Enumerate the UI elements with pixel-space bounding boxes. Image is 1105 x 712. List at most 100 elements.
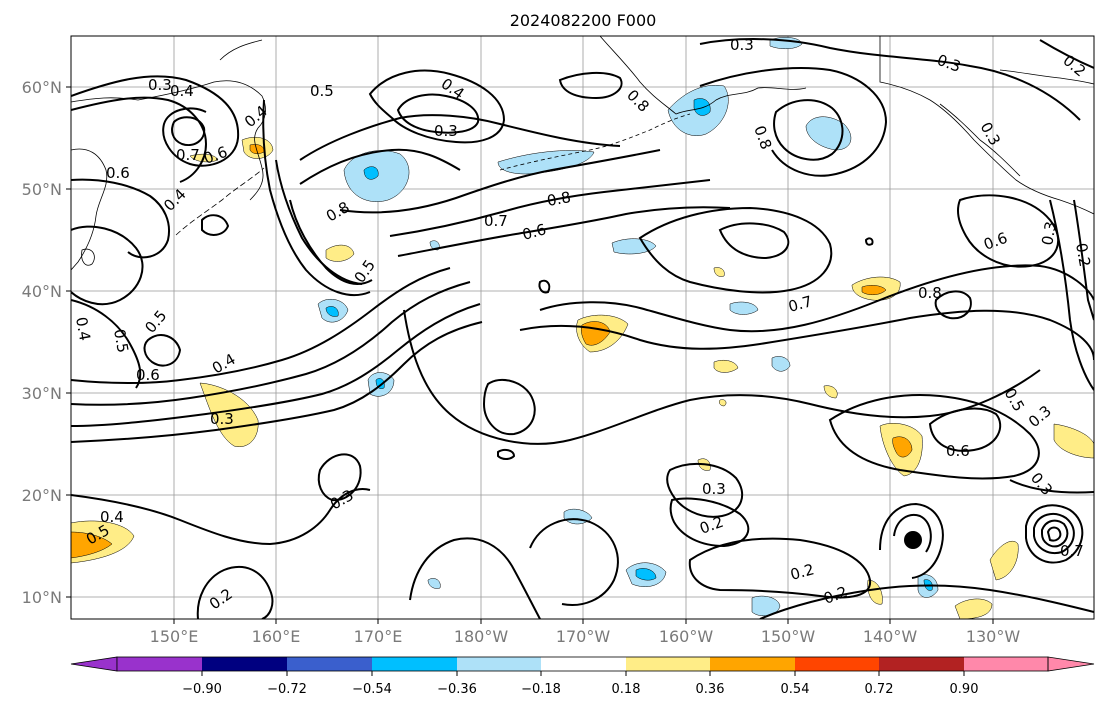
contour-label: 0.7 (176, 146, 200, 164)
coastline (499, 113, 691, 171)
contour-line (368, 69, 506, 144)
shade-patch (751, 595, 781, 617)
contour-line (71, 281, 471, 406)
contour-line (699, 38, 1081, 121)
contour-label: 0.2 (1072, 242, 1094, 269)
contour-line (1041, 519, 1069, 548)
shade-patch (771, 356, 791, 372)
colorbar-label: −0.18 (521, 682, 561, 697)
contour-line (497, 448, 516, 460)
colorbar-segment (710, 657, 795, 671)
contour-line (339, 149, 661, 214)
coastline (219, 39, 263, 61)
shade-patch (497, 150, 595, 175)
lat-label: 10°N (22, 588, 62, 607)
lon-label: 180°W (454, 627, 509, 646)
contour-line (1046, 526, 1062, 542)
coastline (939, 103, 1021, 177)
contour-line (666, 462, 744, 518)
contour-line (519, 309, 1094, 361)
contour-line (482, 378, 536, 436)
contour-line (397, 206, 731, 257)
contour-line (558, 72, 623, 100)
lat-label: 60°N (22, 78, 62, 97)
shade-patch (363, 166, 379, 180)
lat-label: 30°N (22, 384, 62, 403)
lon-label: 140°W (863, 627, 918, 646)
contour-label: 0.3 (434, 122, 458, 140)
contour-line (71, 267, 451, 384)
contour-label: 0.4 (100, 508, 124, 526)
contour-line (773, 99, 844, 161)
lat-label: 50°N (22, 180, 62, 199)
lon-label: 150°W (761, 627, 816, 646)
shade-patch (892, 436, 913, 458)
contour-line (718, 222, 790, 260)
contour-line (957, 194, 1060, 268)
colorbar-segment (287, 657, 372, 671)
contour-line (638, 206, 833, 294)
contour-line (934, 290, 972, 320)
colorbar-label: 0.18 (612, 682, 641, 697)
contour-label: 0.5 (310, 82, 334, 100)
lat-label: 20°N (22, 486, 62, 505)
shade-patch (1053, 423, 1094, 459)
colorbar-segment (117, 657, 202, 671)
contour-label: 0.6 (520, 220, 548, 244)
coastline (81, 248, 95, 266)
contour-line (171, 116, 206, 146)
contour-line (289, 199, 373, 285)
lon-label: 150°E (150, 627, 199, 646)
contour-label: 0.6 (106, 164, 130, 182)
contour-line (539, 264, 1094, 333)
colorbar-label: 0.72 (865, 682, 894, 697)
colorbar-segment (372, 657, 457, 671)
colorbar-segment (879, 657, 964, 671)
shade-patch (325, 244, 355, 262)
contour-line (71, 488, 371, 546)
colorbar-segment (457, 657, 541, 671)
contour-line (317, 453, 362, 502)
shade-patch (325, 306, 339, 317)
colorbar: −0.90 −0.72 −0.54 −0.36 −0.18 0.18 0.36 … (70, 656, 1095, 697)
contour-line (71, 225, 144, 306)
lon-axis (173, 619, 994, 624)
contour-line (1033, 512, 1075, 554)
lon-label: 160°E (252, 627, 301, 646)
map-title: 2024082200 F000 (510, 11, 657, 30)
contour-label: 0.6 (946, 442, 970, 460)
contour-label: 0.7 (484, 212, 508, 230)
contour-label: 0.6 (136, 366, 160, 384)
shade-patch (427, 578, 441, 589)
contour-label: 0.3 (148, 76, 172, 94)
lon-label: 170°W (556, 627, 611, 646)
gridlines (71, 36, 1094, 619)
contour-label: 0.3 (730, 36, 754, 54)
shade-patch (635, 568, 657, 581)
shade-patch (611, 238, 657, 255)
contour-line (893, 514, 932, 553)
contour-line (688, 537, 872, 599)
coastline (879, 36, 1094, 215)
contour-label: 0.8 (918, 284, 942, 302)
colorbar-segment (964, 657, 1048, 671)
colorbar-label: −0.90 (182, 682, 222, 697)
storm-center-dot (904, 531, 922, 549)
contour-line (389, 179, 711, 237)
negative-shading (317, 37, 939, 617)
colorbar-label: 0.54 (781, 682, 810, 697)
colorbar-extend-min (70, 656, 118, 672)
contour-line (1073, 199, 1094, 321)
contour-line (299, 148, 461, 185)
lat-labels: 60°N 50°N 40°N 30°N 20°N 10°N (22, 78, 62, 607)
coastline (175, 167, 265, 236)
contour-label: 0.4 (170, 82, 194, 100)
contour-line (1049, 199, 1094, 391)
contour-label: 0.2 (788, 560, 816, 584)
contour-line (71, 96, 208, 183)
colorbar-segment (541, 657, 626, 671)
shade-patch (693, 98, 711, 116)
shade-patch (867, 579, 883, 605)
contour-line (409, 537, 541, 619)
colorbar-label: 0.36 (696, 682, 725, 697)
